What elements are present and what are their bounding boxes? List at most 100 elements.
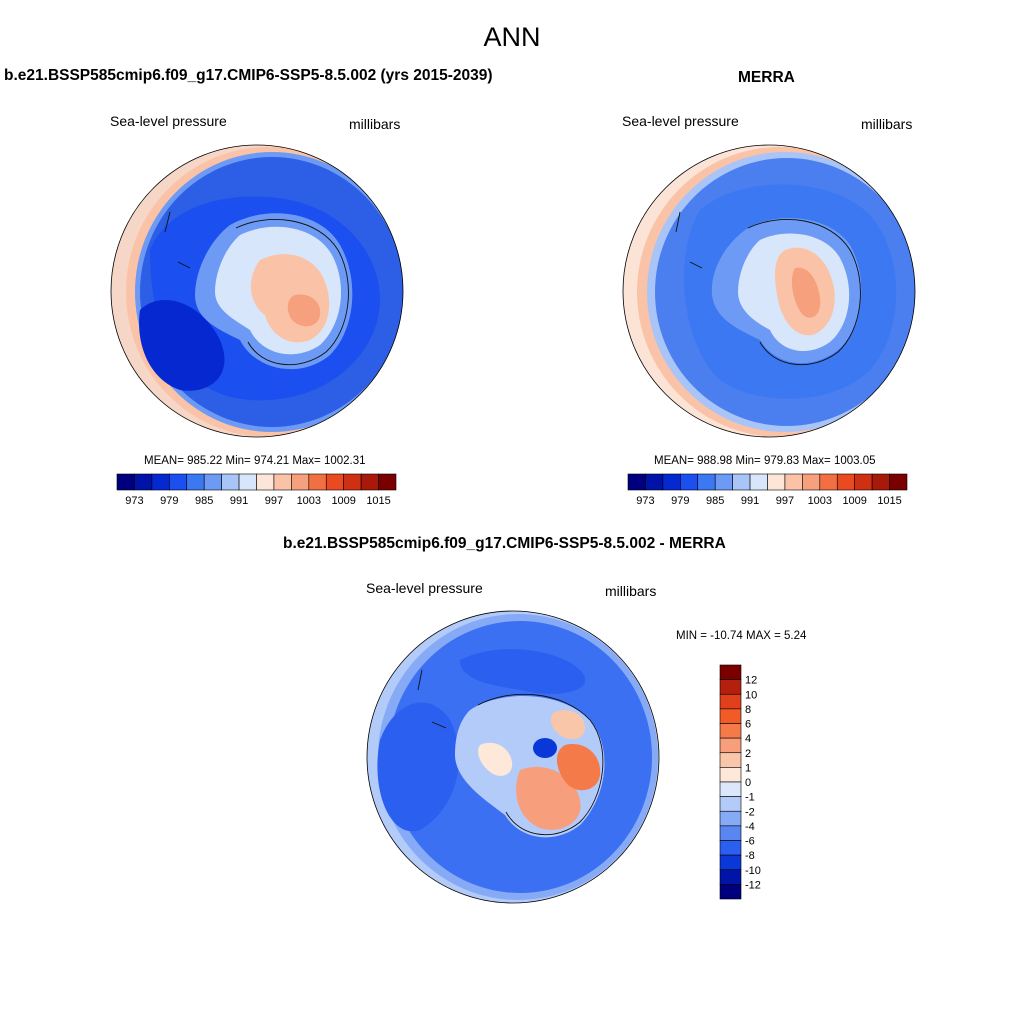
panel2-colorbar-swatch: [871, 473, 890, 491]
panel3-title: b.e21.BSSP585cmip6.f09_g17.CMIP6-SSP5-8.…: [283, 535, 726, 552]
panel3-low-north: [460, 649, 586, 694]
panel2-map: [623, 145, 915, 437]
panel1-colorbar-tick-label: 1015: [366, 495, 390, 507]
panel2-stats: MEAN= 988.98 Min= 979.83 Max= 1003.05: [654, 455, 876, 467]
panel2-colorbar-swatch: [662, 473, 681, 491]
panel3-colorbar-swatch: [719, 840, 742, 856]
panel1-colorbar-tick-label: 997: [265, 495, 283, 507]
panel3-colorbar-swatch: [719, 664, 742, 680]
panel3-colorbar-tick-label: -2: [745, 806, 755, 818]
figure-title: ANN: [483, 22, 541, 52]
panel1-colorbar-tick-label: 973: [125, 495, 143, 507]
panel1-map-border: [110, 144, 404, 438]
panel2-title: MERRA: [738, 69, 795, 86]
panel1-colorbar-tick-label: 991: [230, 495, 248, 507]
panel3-colorbar-tick-label: 6: [745, 719, 751, 731]
panel3-positive-south: [516, 766, 581, 830]
panel2-colorbar-tick-label: 1003: [808, 495, 832, 507]
panel1-colorbar-swatch: [169, 473, 188, 491]
panel1-low-core: [139, 300, 225, 391]
panel3-colorbar-tick-label: 12: [745, 675, 757, 687]
panel2-coastline: [675, 211, 861, 366]
panel2-colorbar-swatch: [854, 473, 873, 491]
panel1-colorbar-swatch: [116, 473, 135, 491]
panel3-colorbar-swatch: [719, 810, 742, 827]
panel3-colorbar-swatch: [719, 752, 742, 768]
panel3-stats: MIN = -10.74 MAX = 5.24: [676, 630, 807, 642]
panel2-colorbar-tick-label: 979: [671, 495, 689, 507]
panel2-colorbar-tick-label: 985: [706, 495, 724, 507]
panel3-colorbar-swatch: [719, 693, 742, 710]
panel1-colorbar-swatch: [343, 473, 362, 491]
panel3-colorbar-tick-label: -8: [745, 850, 755, 862]
panel3-colorbar-swatch: [719, 767, 742, 783]
panel3-colorbar-tick-label: -6: [745, 836, 755, 848]
panel2-colorbar-tick-label: 973: [636, 495, 654, 507]
panel3-positive-east: [556, 744, 601, 791]
panel1-colorbar-swatch: [186, 473, 205, 491]
panel1-colorbar-swatch: [291, 473, 310, 491]
panel3-colorbar-swatch: [719, 854, 742, 871]
panel2-colorbar-tick-label: 1015: [877, 495, 901, 507]
panel3-colorbar-swatch: [719, 884, 742, 900]
panel2-map-border: [622, 144, 916, 438]
panel3-colorbar-swatch: [719, 869, 742, 885]
panel1-variable-label: Sea-level pressure: [110, 113, 227, 129]
panel3-colorbar-tick-label: 4: [745, 733, 751, 745]
panel3-colorbar-tick-label: -10: [745, 865, 761, 877]
panel1-colorbar-swatch: [273, 473, 292, 491]
panel1-colorbar-tick-label: 1009: [331, 495, 355, 507]
panel3-colorbar-tick-label: 1: [745, 762, 751, 774]
panel1-colorbar-swatch: [308, 473, 327, 491]
panel2-colorbar-swatch: [680, 473, 699, 491]
panel3-colorbar-tick-label: 0: [745, 777, 751, 789]
panel1-title: b.e21.BSSP585cmip6.f09_g17.CMIP6-SSP5-8.…: [4, 67, 493, 84]
panel2-colorbar-swatch: [714, 473, 733, 491]
panel1-colorbar-swatch: [238, 473, 257, 491]
panel3-neutral-west: [478, 742, 513, 776]
panel2-colorbar-swatch: [732, 473, 751, 491]
panel2-colorbar-swatch: [697, 473, 716, 491]
panel3-colorbar-tick-label: -1: [745, 792, 755, 804]
panel2-colorbar-swatch: [836, 473, 855, 491]
panel1-colorbar-swatch: [134, 473, 153, 491]
panel3-colorbar-tick-label: 2: [745, 748, 751, 760]
panel3-map: [367, 611, 659, 903]
panel3-colorbar-swatch: [719, 708, 742, 724]
panel3-variable-label: Sea-level pressure: [366, 580, 483, 596]
panel1-colorbar: 973 979 985 991 997 1003 1009 1015: [116, 473, 397, 507]
panel2-colorbar-tick-label: 997: [776, 495, 794, 507]
panel1-colorbar-swatch: [325, 473, 344, 491]
panel1-colorbar-swatch: [221, 473, 240, 491]
panel3-low-west: [377, 702, 459, 832]
panel1-coastline: [164, 211, 349, 366]
panel1-high-core: [287, 294, 321, 327]
panel2-colorbar-tick-label: 991: [741, 495, 759, 507]
panel3-units-label: millibars: [605, 583, 657, 599]
panel1-colorbar-tick-label: 1003: [297, 495, 321, 507]
panel2-colorbar-tick-label: 1009: [842, 495, 866, 507]
panel3-colorbar-swatch: [719, 825, 742, 841]
panel2-variable-label: Sea-level pressure: [622, 113, 739, 129]
panel1-map: [111, 145, 403, 437]
panel3-negative-core: [533, 738, 557, 758]
panel2-high-core: [791, 267, 821, 318]
panel2-colorbar-swatch: [645, 473, 664, 491]
panel3-colorbar-swatch: [719, 679, 742, 695]
panel3-colorbar-swatch: [719, 737, 742, 754]
panel2-colorbar-swatch: [627, 473, 646, 491]
panel3-positive-north: [550, 710, 585, 740]
panel1-colorbar-swatch: [203, 473, 222, 491]
panel3-colorbar-swatch: [719, 723, 742, 739]
panel3-colorbar-swatch: [719, 781, 742, 797]
panel3-colorbar-tick-label: -4: [745, 821, 755, 833]
panel1-stats: MEAN= 985.22 Min= 974.21 Max= 1002.31: [144, 455, 366, 467]
panel1-colorbar-swatch: [378, 473, 397, 491]
panel2-units-label: millibars: [861, 116, 913, 132]
panel3-colorbar-swatch: [719, 796, 742, 812]
panel3-map-border: [366, 610, 660, 904]
panel1-colorbar-swatch: [360, 473, 379, 491]
panel2-colorbar-swatch: [784, 473, 803, 491]
panel3-coastline: [417, 669, 604, 836]
